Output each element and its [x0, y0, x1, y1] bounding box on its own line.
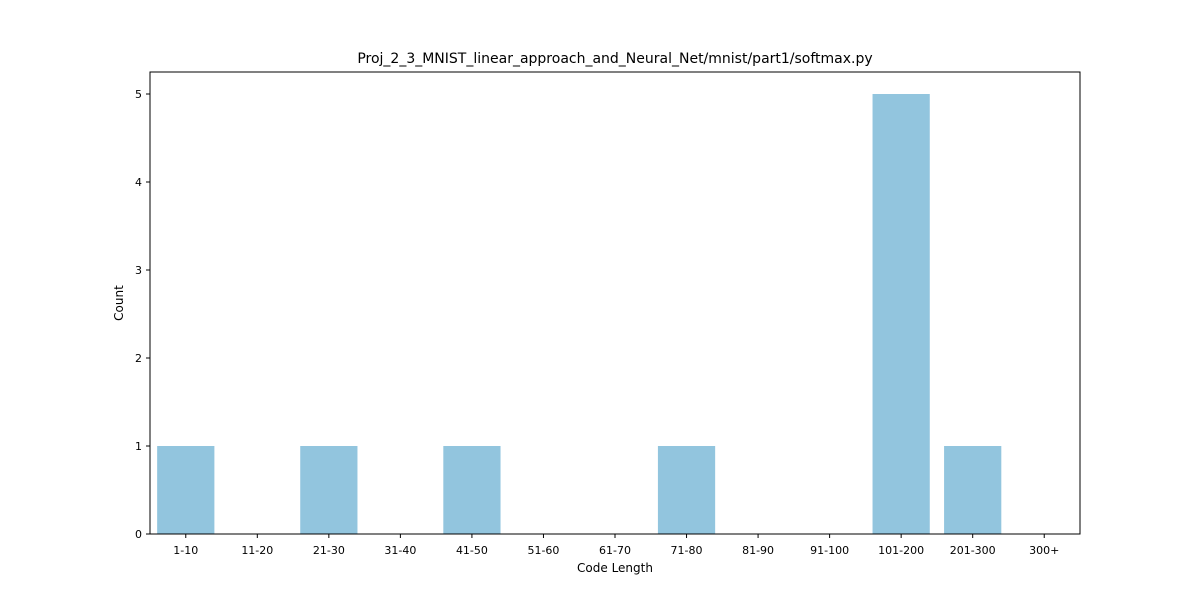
x-tick-label: 71-80 — [671, 544, 703, 557]
x-tick-label: 1-10 — [173, 544, 198, 557]
x-tick-label: 11-20 — [241, 544, 273, 557]
y-tick-label: 2 — [135, 352, 142, 365]
bar-1-10 — [157, 446, 215, 534]
bar-41-50 — [443, 446, 501, 534]
y-tick-label: 5 — [135, 88, 142, 101]
y-axis: 0 1 2 3 4 5 — [135, 88, 150, 541]
x-axis: 1-10 11-20 21-30 31-40 41-50 51-60 61-70 71-80 8… — [173, 534, 1059, 557]
plot-frame — [149, 71, 1081, 535]
bars-group — [157, 94, 1002, 534]
x-tick-label: 201-300 — [950, 544, 996, 557]
y-tick-label: 1 — [135, 440, 142, 453]
x-tick-label: 51-60 — [527, 544, 559, 557]
x-tick-label: 61-70 — [599, 544, 631, 557]
bar-21-30 — [300, 446, 358, 534]
y-tick-label: 0 — [135, 528, 142, 541]
y-tick-label: 4 — [135, 176, 142, 189]
x-tick-label: 300+ — [1029, 544, 1059, 557]
x-tick-label: 21-30 — [313, 544, 345, 557]
y-tick-label: 3 — [135, 264, 142, 277]
x-tick-label: 81-90 — [742, 544, 774, 557]
x-tick-label: 41-50 — [456, 544, 488, 557]
bar-201-300 — [944, 446, 1002, 534]
y-axis-label: Count — [112, 285, 126, 321]
x-tick-label: 91-100 — [810, 544, 849, 557]
bar-101-200 — [872, 94, 930, 534]
x-tick-label: 31-40 — [384, 544, 416, 557]
x-axis-label: Code Length — [577, 561, 653, 575]
bar-71-80 — [657, 446, 716, 534]
chart-title: Proj_2_3_MNIST_linear_approach_and_Neura… — [357, 51, 872, 67]
x-tick-label: 101-200 — [878, 544, 924, 557]
